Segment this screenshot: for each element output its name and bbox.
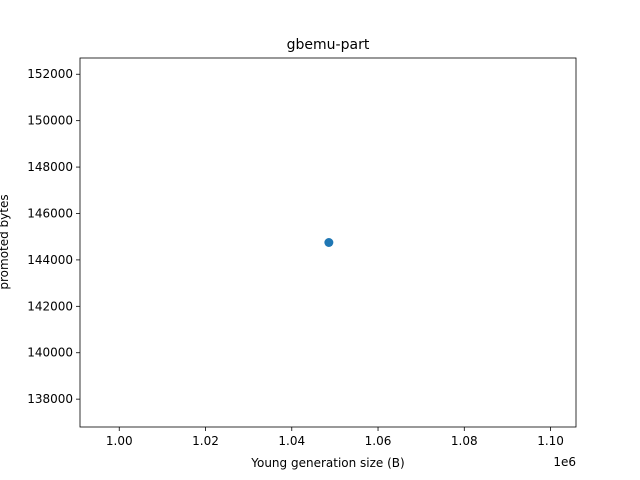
x-tick-label: 1.06 — [365, 434, 392, 448]
x-tick-label: 1.00 — [106, 434, 133, 448]
y-axis-ticks: 138000 140000 142000 144000 146000 148000 1500… — [27, 67, 80, 406]
y-tick-label: 148000 — [27, 160, 73, 174]
y-tick-label: 142000 — [27, 299, 73, 313]
y-tick-label: 146000 — [27, 206, 73, 220]
y-axis-label: promoted bytes — [0, 194, 11, 289]
y-tick-label: 150000 — [27, 114, 73, 128]
y-tick-label: 144000 — [27, 253, 73, 267]
x-axis-label: Young generation size (B) — [250, 456, 404, 470]
x-axis-offset-label: 1e6 — [553, 455, 576, 469]
x-tick-label: 1.04 — [278, 434, 305, 448]
data-point — [324, 238, 334, 247]
y-tick-label: 138000 — [27, 392, 73, 406]
y-tick-label: 140000 — [27, 346, 73, 360]
x-tick-label: 1.02 — [192, 434, 219, 448]
x-tick-label: 1.10 — [537, 434, 564, 448]
y-tick-label: 152000 — [27, 67, 73, 81]
data-points — [324, 238, 334, 247]
x-tick-label: 1.08 — [451, 434, 478, 448]
chart-title: gbemu-part — [287, 37, 370, 53]
x-axis-ticks: 1.00 1.02 1.04 1.06 1.08 1.10 — [106, 427, 564, 448]
